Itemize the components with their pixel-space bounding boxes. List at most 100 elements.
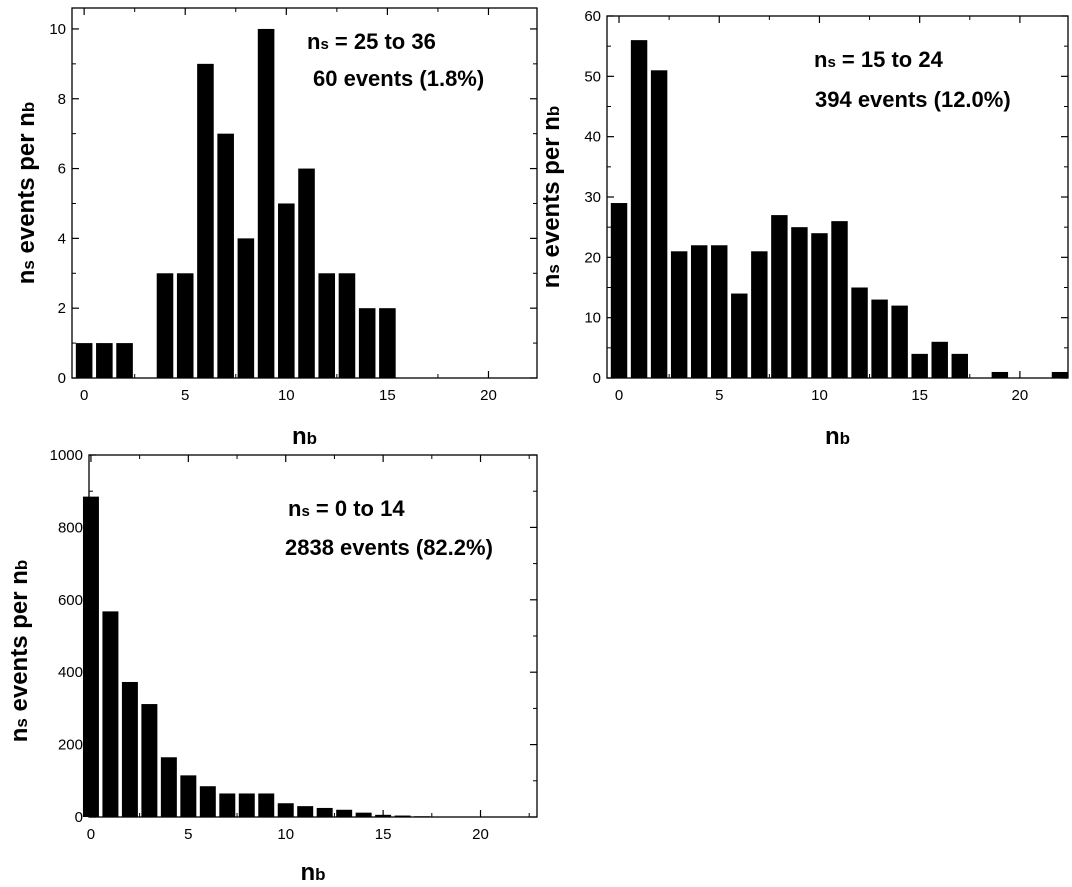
bar-9 bbox=[257, 28, 275, 379]
bar-6 bbox=[197, 63, 214, 378]
bar-9 bbox=[258, 793, 275, 817]
y-axis-title: ns events per nb bbox=[13, 102, 40, 285]
x-tick-label: 15 bbox=[379, 387, 396, 404]
x-tick-label: 10 bbox=[277, 826, 294, 843]
x-tick-label: 20 bbox=[472, 826, 489, 843]
bar-6 bbox=[731, 293, 748, 378]
bar-17 bbox=[951, 353, 968, 378]
y-tick-label: 800 bbox=[58, 519, 83, 536]
bar-10 bbox=[278, 203, 295, 378]
x-tick-label: 15 bbox=[375, 826, 392, 843]
y-axis-title: ns events per nb bbox=[538, 106, 565, 289]
bar-16 bbox=[394, 815, 411, 817]
bar-2 bbox=[116, 343, 133, 378]
bar-14 bbox=[355, 812, 372, 817]
bar-13 bbox=[336, 809, 353, 817]
bar-5 bbox=[180, 775, 197, 817]
annotation-events: 60 events (1.8%) bbox=[313, 66, 484, 91]
y-tick-label: 8 bbox=[58, 91, 66, 108]
annotation-events: 394 events (12.0%) bbox=[815, 87, 1011, 112]
chart-top-left: 0 2 4 6 8 10 0 5 10 15 20 nb ns events per nb ns = 25… bbox=[13, 7, 538, 450]
y-tick-label: 0 bbox=[75, 809, 83, 826]
bar-3 bbox=[670, 251, 688, 378]
y-tick-label: 1000 bbox=[50, 447, 83, 464]
bar-1 bbox=[96, 343, 113, 378]
plot-frame bbox=[71, 7, 538, 379]
bar-14 bbox=[891, 305, 908, 378]
bar-4 bbox=[156, 273, 174, 378]
annotation-range: ns = 25 to 36 bbox=[307, 29, 436, 54]
bar-8 bbox=[771, 215, 788, 378]
y-tick-label: 10 bbox=[584, 310, 601, 327]
y-tick-label: 200 bbox=[58, 737, 83, 754]
x-tick-label: 0 bbox=[615, 387, 623, 404]
x-tick-label: 20 bbox=[1012, 387, 1029, 404]
bar-12 bbox=[318, 273, 336, 378]
x-axis-title: nb bbox=[825, 423, 850, 450]
annotation-range: ns = 0 to 14 bbox=[288, 496, 405, 521]
bar-4 bbox=[160, 757, 177, 817]
bar-2 bbox=[121, 681, 138, 817]
x-tick-label: 15 bbox=[911, 387, 928, 404]
annotation-range: ns = 15 to 24 bbox=[814, 47, 944, 72]
bar-15 bbox=[379, 308, 396, 378]
y-tick-label: 50 bbox=[584, 68, 601, 85]
x-tick-label: 0 bbox=[87, 826, 95, 843]
y-tick-label: 20 bbox=[584, 249, 601, 266]
x-tick-label: 5 bbox=[181, 387, 189, 404]
y-tick-label: 2 bbox=[58, 300, 66, 317]
y-tick-label: 0 bbox=[58, 370, 66, 387]
bar-7 bbox=[751, 251, 768, 378]
y-tick-label: 10 bbox=[49, 21, 66, 38]
bar-11 bbox=[298, 168, 315, 378]
bar-16 bbox=[931, 341, 948, 378]
bar-5 bbox=[176, 273, 194, 378]
x-tick-label: 20 bbox=[480, 387, 497, 404]
y-tick-label: 0 bbox=[593, 370, 601, 387]
y-tick-label: 400 bbox=[58, 664, 83, 681]
bar-14 bbox=[358, 308, 376, 378]
bar-8 bbox=[237, 238, 255, 378]
bar-8 bbox=[238, 793, 255, 817]
bar-11 bbox=[831, 221, 848, 378]
bar-15 bbox=[911, 353, 928, 378]
x-axis-title: nb bbox=[300, 859, 325, 886]
bar-4 bbox=[690, 245, 708, 378]
bar-3 bbox=[141, 704, 158, 817]
annotation-events: 2838 events (82.2%) bbox=[285, 535, 493, 560]
y-tick-label: 6 bbox=[58, 161, 66, 178]
x-tick-label: 5 bbox=[715, 387, 723, 404]
x-axis-title: nb bbox=[292, 423, 317, 450]
bar-22 bbox=[1051, 371, 1069, 378]
bar-11 bbox=[297, 806, 314, 817]
bar-0 bbox=[75, 343, 93, 378]
x-tick-label: 5 bbox=[184, 826, 192, 843]
bar-12 bbox=[316, 807, 333, 817]
bar-6 bbox=[199, 786, 216, 817]
bar-12 bbox=[851, 287, 868, 378]
bar-2 bbox=[650, 70, 668, 379]
bar-7 bbox=[219, 793, 236, 817]
bar-10 bbox=[811, 233, 828, 378]
y-tick-label: 30 bbox=[584, 189, 601, 206]
bar-13 bbox=[871, 299, 888, 378]
bar-13 bbox=[338, 273, 356, 378]
y-tick-label: 60 bbox=[584, 8, 601, 25]
bar-1 bbox=[102, 611, 119, 817]
y-tick-label: 40 bbox=[584, 129, 601, 146]
chart-top-right: 0 10 20 30 40 50 60 0 5 10 15 20 nb ns events per nb n… bbox=[538, 8, 1069, 450]
bar-5 bbox=[711, 245, 728, 378]
bar-19 bbox=[991, 371, 1009, 378]
bar-0 bbox=[610, 203, 628, 378]
chart-bottom: 0 200 400 600 800 1000 0 5 10 15 20 nb ns events per… bbox=[6, 447, 538, 886]
y-tick-label: 4 bbox=[58, 230, 66, 247]
bar-0 bbox=[82, 496, 99, 817]
y-axis-title: ns events per nb bbox=[6, 560, 33, 743]
bar-1 bbox=[630, 40, 648, 379]
x-tick-label: 10 bbox=[278, 387, 295, 404]
x-tick-label: 0 bbox=[80, 387, 88, 404]
bar-9 bbox=[791, 227, 808, 378]
y-tick-label: 600 bbox=[58, 592, 83, 609]
x-tick-label: 10 bbox=[811, 387, 828, 404]
